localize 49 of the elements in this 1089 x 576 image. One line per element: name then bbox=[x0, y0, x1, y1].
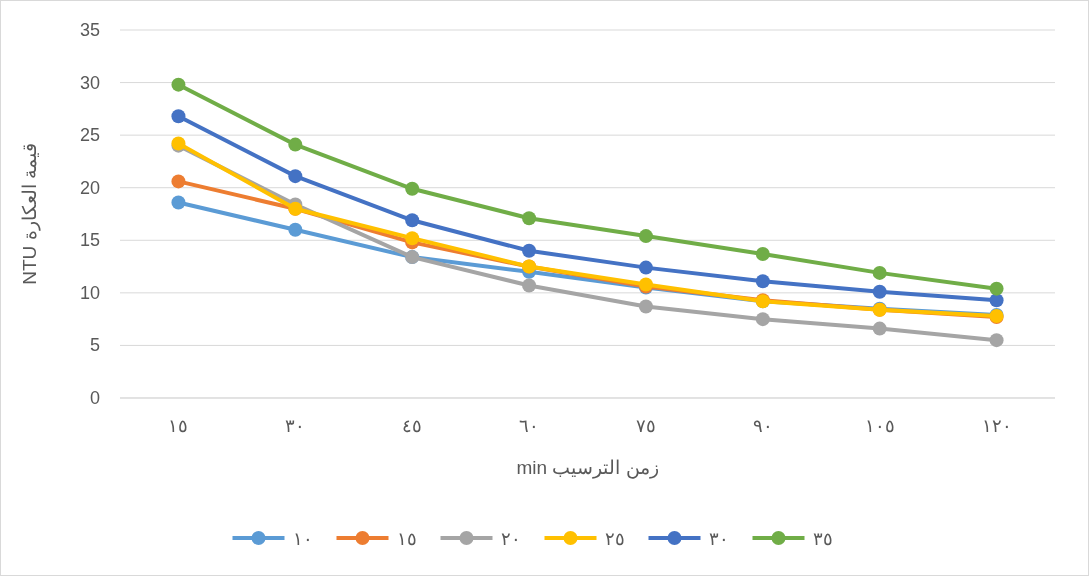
y-tick-label: 0 bbox=[89, 388, 100, 408]
point bbox=[522, 243, 537, 258]
x-tick-label: ٩٠ bbox=[752, 416, 773, 436]
point bbox=[171, 77, 186, 92]
x-tick-label: ٣٠ bbox=[285, 416, 306, 436]
x-tick-label: ١٠٥ bbox=[864, 416, 895, 436]
y-axis-title: قيمة العكارة NTU bbox=[19, 143, 41, 285]
point bbox=[872, 265, 887, 280]
point bbox=[989, 293, 1004, 308]
y-tick-label: 5 bbox=[89, 335, 100, 356]
legend-label: ٢٠ bbox=[500, 529, 521, 549]
y-tick-label: 20 bbox=[79, 177, 100, 198]
x-axis-title: زمن الترسيب min bbox=[516, 457, 659, 479]
y-tick-label: 30 bbox=[79, 72, 100, 93]
point bbox=[638, 299, 653, 314]
point bbox=[171, 195, 186, 210]
x-tick-label: ١٥ bbox=[168, 416, 189, 436]
legend-label: ٢٥ bbox=[604, 529, 625, 549]
point bbox=[288, 137, 303, 152]
point bbox=[872, 321, 887, 336]
legend-label: ١٥ bbox=[396, 529, 417, 549]
point bbox=[989, 333, 1004, 348]
point bbox=[755, 312, 770, 327]
y-tick-label: 10 bbox=[79, 282, 100, 303]
y-tick-label: 15 bbox=[79, 230, 100, 251]
x-tick-label: ٦٠ bbox=[519, 416, 540, 436]
legend-label: ١٠ bbox=[292, 529, 313, 549]
point bbox=[405, 231, 420, 246]
point bbox=[755, 274, 770, 289]
point bbox=[522, 211, 537, 226]
point bbox=[872, 284, 887, 299]
point bbox=[288, 222, 303, 237]
point bbox=[288, 169, 303, 184]
y-tick-label: 35 bbox=[79, 20, 100, 40]
legend-label: ٣٥ bbox=[812, 529, 833, 549]
point bbox=[755, 246, 770, 261]
y-tick-label: 25 bbox=[79, 125, 100, 146]
x-tick-label: ٧٥ bbox=[635, 416, 656, 436]
legend-label: ٣٠ bbox=[708, 529, 729, 549]
point bbox=[171, 174, 186, 189]
point bbox=[171, 109, 186, 124]
point bbox=[989, 281, 1004, 296]
x-tick-label: ١٢٠ bbox=[981, 416, 1012, 436]
point bbox=[638, 260, 653, 275]
point bbox=[405, 213, 420, 228]
x-tick-label: ٤٥ bbox=[402, 416, 423, 436]
point bbox=[405, 181, 420, 196]
point bbox=[522, 278, 537, 293]
point bbox=[638, 229, 653, 244]
